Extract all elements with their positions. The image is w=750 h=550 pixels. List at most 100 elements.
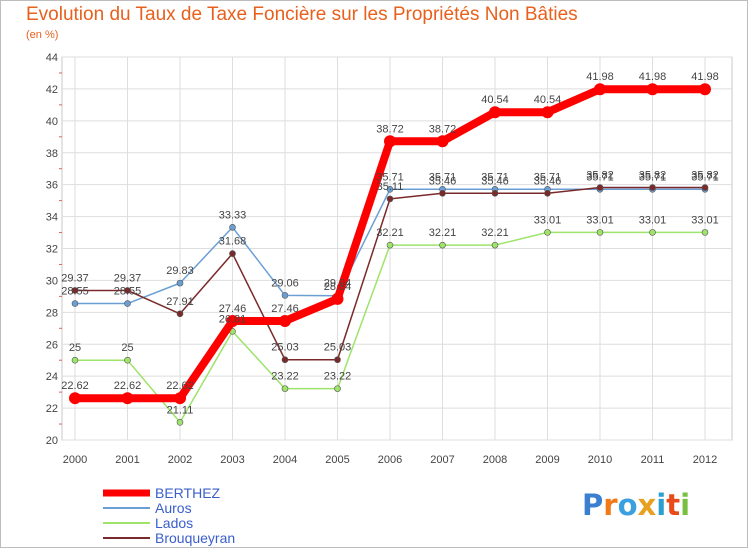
logo-letter: P <box>582 488 604 522</box>
data-point-lados <box>71 356 79 364</box>
data-label-auros: 35.71 <box>586 171 614 183</box>
logo-letter: x <box>637 488 657 522</box>
data-label-auros: 35.71 <box>534 171 562 183</box>
data-point-brouqueyran <box>439 189 446 197</box>
x-tick-label: 2003 <box>220 454 244 466</box>
legend-label-auros: Auros <box>155 500 192 516</box>
axis-layer: 20 22 24 26 28 30 32 34 36 38 40 42 44 2000 2001 2002 20… <box>46 52 717 466</box>
data-label-auros: 35.71 <box>691 171 719 183</box>
data-label-lados: 33.01 <box>586 214 614 226</box>
x-tick-label: 2001 <box>115 454 139 466</box>
y-tick-label: 34 <box>46 212 58 224</box>
data-point-berthez <box>331 292 344 305</box>
data-label-brouqueyran: 25.03 <box>271 342 299 354</box>
x-tick-label: 2000 <box>63 454 87 466</box>
data-point-berthez <box>69 392 81 405</box>
y-tick-label: 44 <box>46 52 58 64</box>
data-point-brouqueyran <box>701 184 709 191</box>
logo-letter: o <box>617 488 638 522</box>
data-label-berthez: 40.54 <box>481 94 509 106</box>
data-label-auros: 35.71 <box>481 171 509 183</box>
data-label-lados: 26.81 <box>219 313 247 325</box>
data-label-brouqueyran: 25.03 <box>324 342 352 354</box>
data-point-brouqueyran <box>544 189 551 197</box>
data-point-berthez <box>121 392 134 405</box>
data-point-lados <box>386 241 394 249</box>
data-point-brouqueyran <box>649 184 656 191</box>
data-label-lados: 32.21 <box>429 227 457 239</box>
data-point-berthez <box>174 392 186 405</box>
data-point-brouqueyran <box>281 356 289 364</box>
data-point-auros <box>124 300 131 307</box>
x-tick-label: 2007 <box>430 454 454 466</box>
data-point-berthez <box>279 314 291 327</box>
data-label-brouqueyran: 35.82 <box>586 170 614 182</box>
data-point-auros <box>229 223 236 231</box>
y-tick-label: 40 <box>46 116 58 128</box>
data-point-brouqueyran <box>386 195 394 203</box>
data-point-berthez <box>594 83 606 96</box>
data-point-berthez <box>436 135 449 148</box>
data-label-lados: 23.22 <box>324 371 352 383</box>
data-point-brouqueyran <box>229 250 236 257</box>
data-label-layer: 28.55 28.55 29.83 33.33 29.06 29.04 35.71 35.71… <box>61 71 719 416</box>
y-tick-label: 30 <box>46 275 58 287</box>
data-label-berthez: 22.62 <box>114 380 142 392</box>
data-point-berthez <box>699 83 711 96</box>
x-tick-label: 2011 <box>641 454 665 466</box>
logo-letter: i <box>656 488 667 522</box>
x-tick-label: 2005 <box>325 454 349 466</box>
x-tick-label: 2004 <box>273 454 297 466</box>
data-label-berthez: 41.98 <box>586 71 614 83</box>
legend-label-lados: Lados <box>155 515 193 531</box>
proxiti-logo: Proxiti <box>582 488 690 522</box>
y-tick-label: 20 <box>46 435 58 447</box>
data-label-auros: 35.71 <box>376 171 404 183</box>
data-label-brouqueyran: 35.11 <box>377 181 404 193</box>
data-point-auros <box>176 279 184 287</box>
data-label-brouqueyran: 35.46 <box>429 175 457 187</box>
data-label-lados: 21.11 <box>167 404 194 416</box>
data-point-berthez <box>489 106 501 119</box>
x-tick-label: 2010 <box>588 454 612 466</box>
data-label-lados: 33.01 <box>639 214 667 226</box>
y-tick-label: 42 <box>46 84 58 96</box>
data-point-brouqueyran <box>491 189 499 197</box>
y-axis-unit-label: (en %) <box>26 29 59 41</box>
chart-title: Evolution du Taux de Taxe Foncière sur l… <box>26 4 578 25</box>
series-layer <box>69 83 711 426</box>
data-label-lados: 32.21 <box>376 227 404 239</box>
data-label-brouqueyran: 31.68 <box>219 236 247 248</box>
legend-label-brouqueyran: Brouqueyran <box>155 530 235 546</box>
data-point-berthez <box>541 106 554 119</box>
data-point-brouqueyran <box>124 287 131 294</box>
data-point-lados <box>334 385 341 392</box>
data-point-auros <box>281 292 289 299</box>
data-label-auros: 35.71 <box>429 171 457 183</box>
data-label-berthez: 28.84 <box>324 281 352 293</box>
y-tick-label: 24 <box>46 371 58 383</box>
x-tick-label: 2006 <box>378 454 402 466</box>
data-label-auros: 28.55 <box>61 286 89 298</box>
data-point-brouqueyran <box>176 310 184 318</box>
data-label-brouqueyran: 27.91 <box>166 296 194 308</box>
data-point-lados <box>596 229 604 236</box>
data-point-berthez <box>646 83 659 96</box>
y-tick-label: 22 <box>46 403 58 415</box>
data-label-lados: 25 <box>69 342 81 354</box>
data-label-auros: 29.06 <box>271 277 299 289</box>
y-tick-label: 26 <box>46 339 58 351</box>
data-point-lados <box>649 229 656 236</box>
data-point-lados <box>124 356 131 364</box>
data-point-brouqueyran <box>71 287 79 294</box>
data-label-auros: 29.04 <box>324 278 352 290</box>
x-tick-label: 2012 <box>693 454 717 466</box>
data-label-brouqueyran: 35.46 <box>481 175 509 187</box>
data-label-berthez: 38.72 <box>429 123 457 135</box>
data-label-lados: 25 <box>121 342 133 354</box>
data-label-berthez: 41.98 <box>639 71 667 83</box>
data-label-berthez: 41.98 <box>691 71 719 83</box>
data-label-auros: 28.55 <box>114 286 142 298</box>
